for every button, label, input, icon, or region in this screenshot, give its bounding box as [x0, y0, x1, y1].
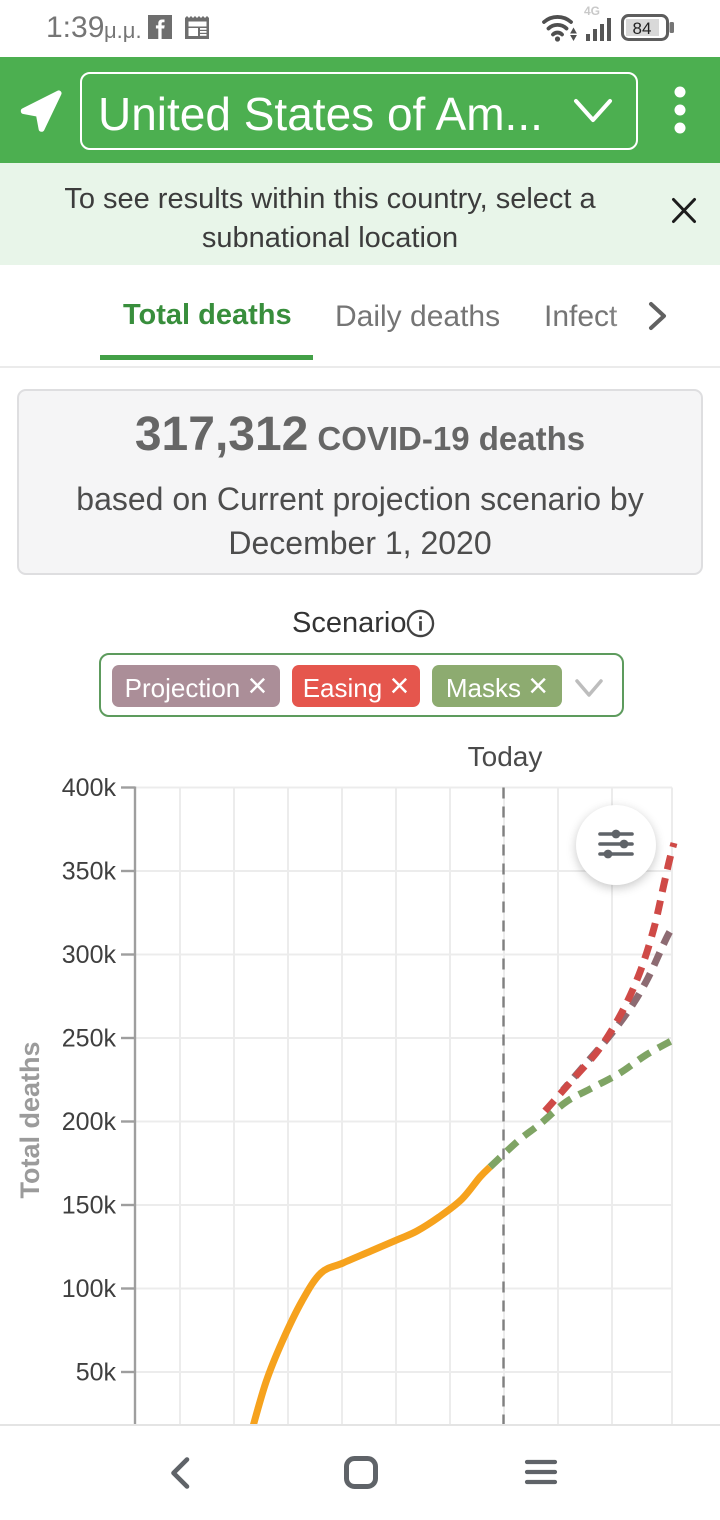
svg-text:350k: 350k — [62, 858, 117, 886]
svg-text:300k: 300k — [62, 941, 117, 969]
svg-text:400k: 400k — [62, 774, 117, 802]
svg-text:84: 84 — [633, 19, 652, 38]
svg-text:Today: Today — [468, 741, 543, 772]
svg-text:200k: 200k — [62, 1108, 117, 1136]
svg-text:50k: 50k — [76, 1359, 117, 1387]
svg-text:Total deaths: Total deaths — [15, 1041, 45, 1198]
svg-text:100k: 100k — [62, 1275, 117, 1303]
svg-text:150k: 150k — [62, 1192, 117, 1220]
svg-text:250k: 250k — [62, 1025, 117, 1053]
